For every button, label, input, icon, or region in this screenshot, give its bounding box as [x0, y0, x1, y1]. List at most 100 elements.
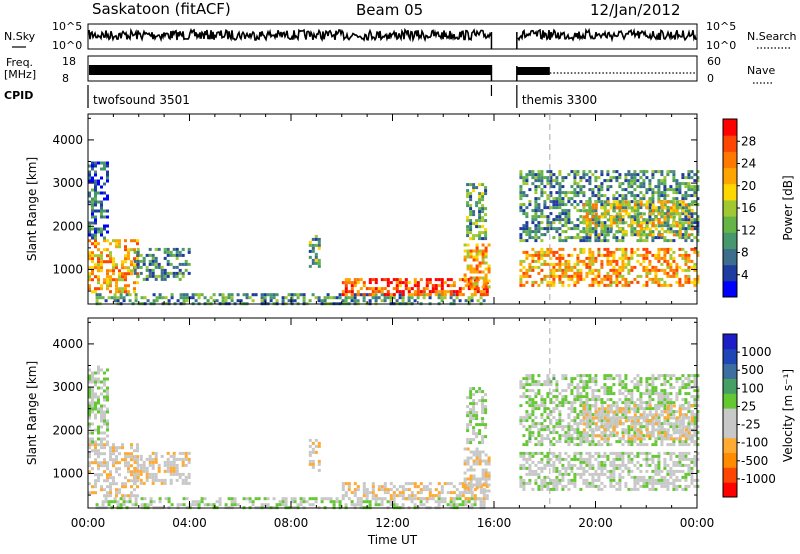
heatmap-cell [570, 236, 574, 240]
heatmap-cell [696, 280, 700, 284]
heatmap-cell [97, 449, 100, 453]
heatmap-cell [654, 224, 658, 228]
heatmap-cell [603, 392, 607, 396]
heatmap-cell [588, 398, 592, 402]
heatmap-cell [591, 466, 595, 470]
heatmap-cell [263, 299, 267, 303]
heatmap-cell [570, 389, 574, 393]
heatmap-cell [106, 434, 109, 438]
heatmap-cell [570, 457, 574, 461]
heatmap-cell [570, 268, 574, 272]
heatmap-cell [407, 482, 411, 486]
heatmap-cell [609, 230, 613, 234]
heatmap-cell [537, 185, 541, 189]
heatmap-cell [148, 457, 152, 461]
heatmap-cell [443, 497, 447, 501]
heatmap-cell [478, 270, 482, 274]
heatmap-cell [106, 440, 109, 444]
heatmap-cell [558, 434, 562, 438]
heatmap-cell [407, 488, 411, 492]
heatmap-cell [564, 259, 568, 263]
heatmap-cell [478, 477, 482, 481]
heatmap-cell [684, 440, 688, 444]
heatmap-cell [654, 472, 658, 476]
heatmap-cell [558, 422, 562, 426]
heatmap-cell [242, 293, 246, 297]
heatmap-cell [113, 293, 117, 297]
heatmap-cell [458, 299, 462, 303]
heatmap-cell [639, 383, 643, 387]
heatmap-cell [600, 215, 604, 219]
heatmap-cell [100, 368, 103, 372]
heatmap-cell [660, 236, 664, 240]
heatmap-cell [654, 191, 658, 195]
heatmap-cell [437, 500, 441, 504]
heatmap-cell [603, 463, 607, 467]
heatmap-cell [669, 247, 673, 251]
heatmap-cell [525, 274, 529, 278]
heatmap-cell [657, 170, 661, 174]
heatmap-cell [549, 206, 553, 210]
heatmap-cell [278, 500, 282, 504]
heatmap-cell [618, 437, 622, 441]
heatmap-cell [660, 209, 664, 213]
heatmap-cell [473, 497, 477, 501]
heatmap-cell [475, 435, 479, 439]
heatmap-cell [534, 212, 538, 216]
heatmap-cell [642, 170, 646, 174]
heatmap-cell [558, 451, 562, 455]
heatmap-cell [588, 451, 592, 455]
heatmap-cell [484, 267, 488, 271]
heatmap-cell [651, 377, 655, 381]
heatmap-cell [639, 422, 643, 426]
heatmap-cell [600, 437, 604, 441]
heatmap-cell [648, 230, 652, 234]
heatmap-cell [594, 224, 598, 228]
heatmap-cell [531, 389, 535, 393]
heatmap-cell [88, 416, 91, 420]
heatmap-cell [630, 460, 634, 464]
heatmap-cell [603, 440, 607, 444]
heatmap-cell [145, 478, 149, 482]
heatmap-cell [654, 404, 658, 408]
heatmap-cell [600, 422, 604, 426]
heatmap-cell [124, 245, 127, 249]
heatmap-cell [543, 206, 547, 210]
heatmap-cell [597, 218, 601, 222]
heatmap-cell [187, 247, 191, 251]
heatmap-cell [645, 191, 649, 195]
heatmap-cell [687, 374, 691, 378]
heatmap-cell [606, 224, 610, 228]
heatmap-cell [573, 478, 577, 482]
heatmap-cell [621, 227, 625, 231]
heatmap-cell [624, 407, 628, 411]
heatmap-cell [696, 386, 700, 390]
heatmap-cell [91, 203, 94, 207]
heatmap-cell [525, 419, 529, 423]
heatmap-cell [669, 425, 673, 429]
heatmap-cell [597, 221, 601, 225]
heatmap-cell [124, 266, 127, 270]
heatmap-cell [681, 236, 685, 240]
heatmap-cell [648, 481, 652, 485]
heatmap-cell [100, 443, 103, 447]
heatmap-cell [434, 494, 438, 498]
heatmap-cell [386, 284, 390, 288]
heatmap-cell [600, 404, 604, 408]
heatmap-cell [103, 371, 106, 375]
heatmap-cell [91, 251, 94, 255]
heatmap-cell [654, 271, 658, 275]
heatmap-cell [612, 268, 616, 272]
heatmap-cell [555, 256, 559, 260]
heatmap-cell [639, 395, 643, 399]
heatmap-cell [540, 443, 544, 447]
heatmap-cell [639, 224, 643, 228]
heatmap-cell [466, 216, 470, 220]
heatmap-cell [106, 392, 109, 396]
heatmap-cell [672, 224, 676, 228]
heatmap-cell [522, 383, 526, 387]
heatmap-cell [127, 455, 130, 459]
heatmap-cell [470, 494, 474, 498]
heatmap-cell [386, 491, 390, 495]
heatmap-cell [600, 410, 604, 414]
